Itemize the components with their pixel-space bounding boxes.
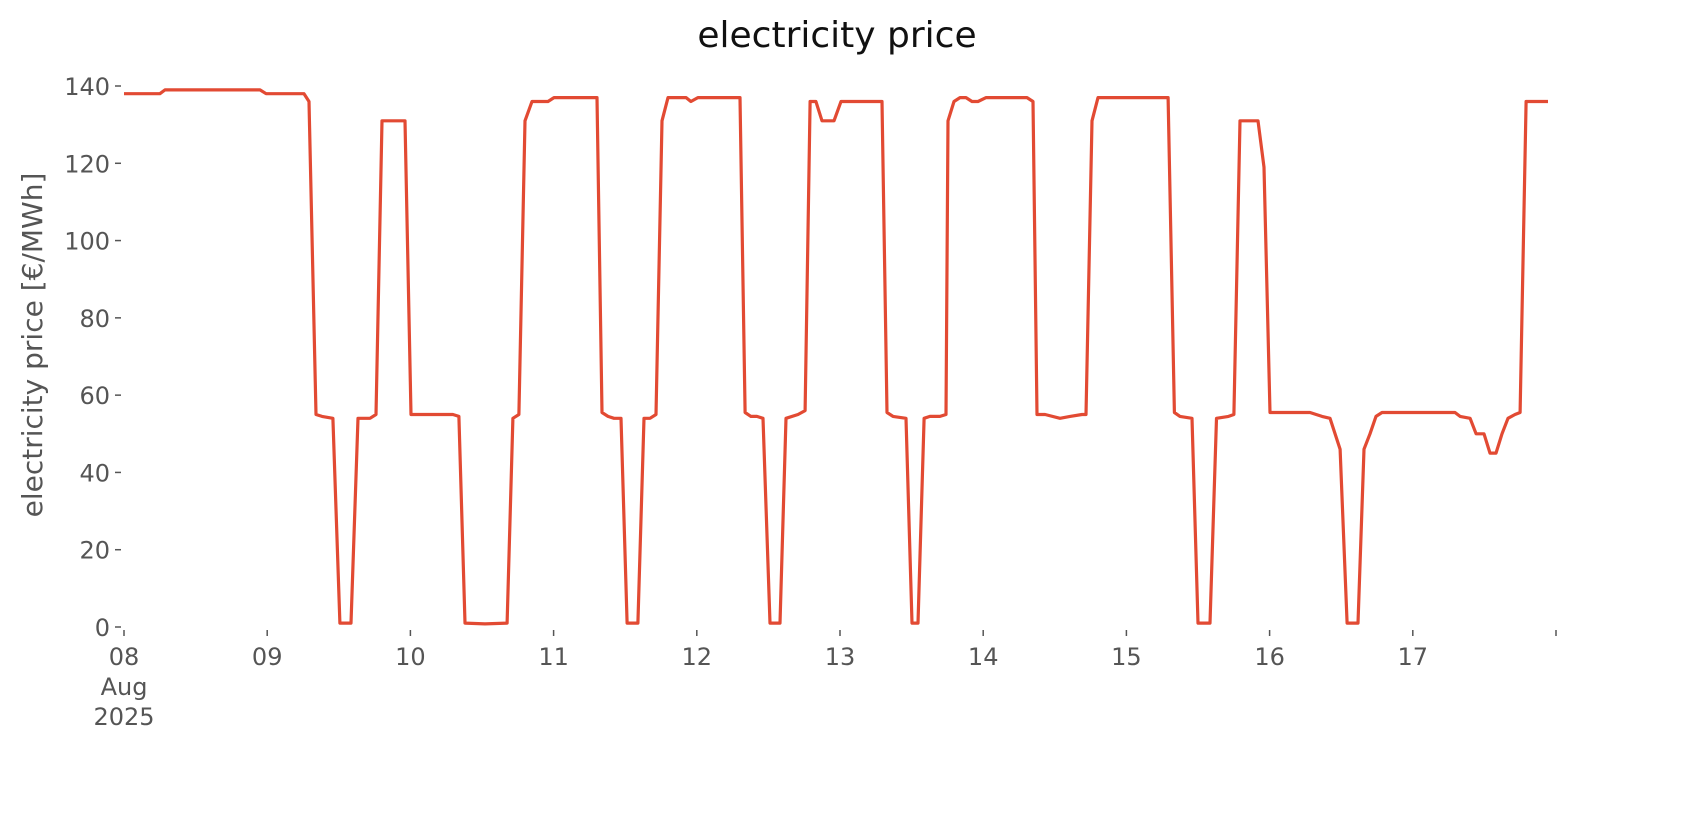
y-tick-label: 80 [79, 305, 110, 333]
y-tick-label: 40 [79, 459, 110, 487]
x-tick-label: 09 [252, 643, 283, 671]
x-tick-label: 16 [1254, 643, 1285, 671]
y-tick-label: 100 [64, 228, 110, 256]
chart-title: electricity price [697, 15, 976, 56]
y-tick-label: 120 [64, 150, 110, 178]
x-tick-label: 15 [1111, 643, 1142, 671]
y-tick-label: 0 [95, 614, 110, 642]
y-tick-label: 140 [64, 73, 110, 101]
x-tick-label: 17 [1398, 643, 1429, 671]
x-tick-label: 08 Aug 2025 [93, 643, 154, 731]
price-line [124, 88, 1548, 626]
y-tick-label: 60 [79, 382, 110, 410]
x-tick-label: 11 [538, 643, 569, 671]
x-tick-label: 13 [825, 643, 856, 671]
y-axis-label: electricity price [€/MWh] [16, 173, 49, 518]
x-tick-label: 14 [968, 643, 999, 671]
x-tick-label: 12 [682, 643, 713, 671]
x-tick-label: 10 [395, 643, 426, 671]
y-tick-label: 20 [79, 537, 110, 565]
